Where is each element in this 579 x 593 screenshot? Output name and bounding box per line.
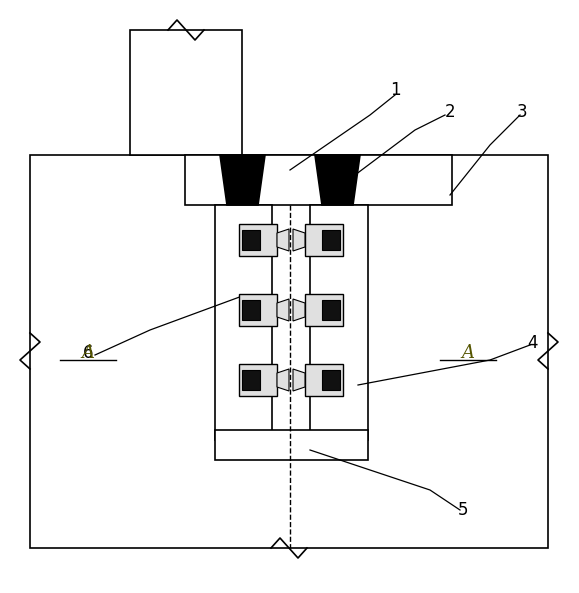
Bar — [239, 364, 277, 396]
Bar — [30, 155, 548, 548]
Bar — [242, 230, 260, 250]
Text: 3: 3 — [516, 103, 527, 121]
Text: A: A — [461, 344, 475, 362]
Text: 5: 5 — [458, 501, 468, 519]
Bar — [310, 205, 368, 440]
Bar — [130, 30, 242, 155]
Text: 4: 4 — [527, 334, 537, 352]
Bar — [322, 370, 340, 390]
Text: 1: 1 — [390, 81, 400, 99]
Polygon shape — [277, 299, 289, 321]
Polygon shape — [293, 299, 305, 321]
Bar — [305, 364, 343, 396]
Polygon shape — [293, 369, 305, 391]
Text: 2: 2 — [445, 103, 455, 121]
Bar — [185, 155, 452, 205]
Bar — [322, 230, 340, 250]
Polygon shape — [293, 229, 305, 251]
Bar — [239, 224, 277, 256]
Polygon shape — [277, 229, 289, 251]
Bar — [322, 300, 340, 320]
Text: 6: 6 — [83, 344, 93, 362]
Polygon shape — [277, 369, 289, 391]
Bar — [305, 224, 343, 256]
Bar — [215, 430, 368, 460]
Bar — [242, 300, 260, 320]
Text: A: A — [82, 344, 94, 362]
Polygon shape — [220, 155, 265, 205]
Bar — [305, 294, 343, 326]
Bar — [242, 370, 260, 390]
Bar — [239, 294, 277, 326]
Bar — [215, 205, 272, 440]
Polygon shape — [315, 155, 360, 205]
